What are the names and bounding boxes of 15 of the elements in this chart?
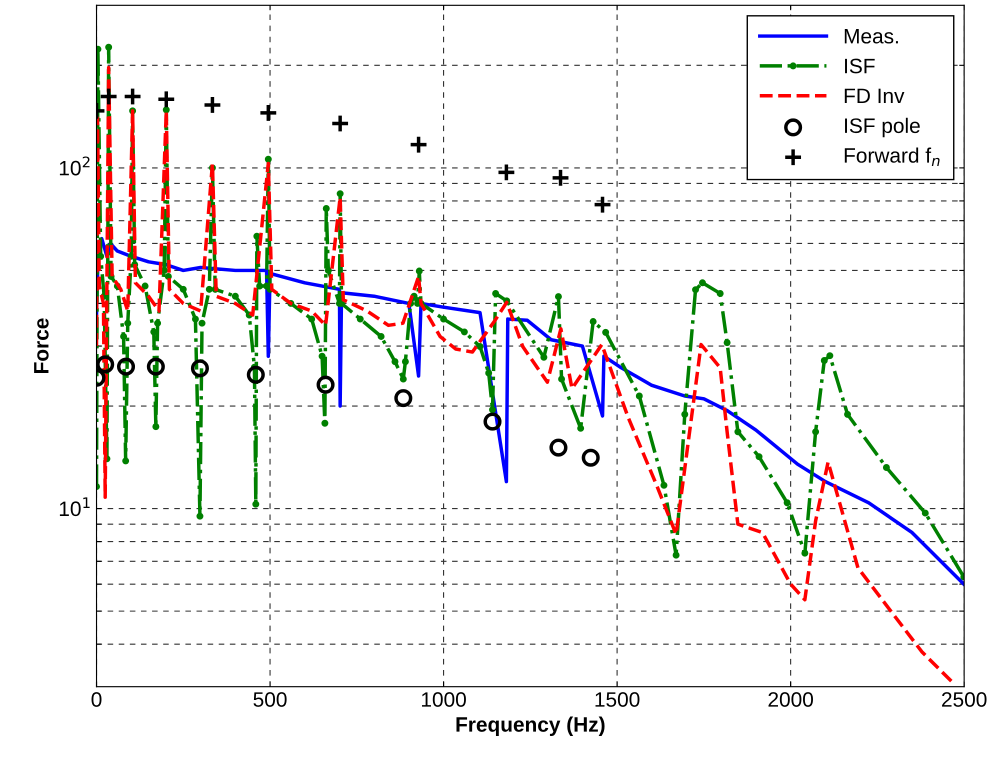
x-tick-label: 2000 xyxy=(768,692,813,707)
x-tick-label: 2500 xyxy=(942,692,987,707)
y-tick-label: 10$^{2}$ xyxy=(60,156,90,176)
legend-label: FD Inv xyxy=(844,88,904,104)
legend-label: Forward f$_{n}$ xyxy=(844,147,940,166)
x-tick-label: 500 xyxy=(254,692,287,707)
y-axis-title: Force xyxy=(34,318,49,373)
x-tick-label: 0 xyxy=(92,692,102,707)
y-tick-label: 10$^{1}$ xyxy=(60,497,90,516)
x-tick-label: 1000 xyxy=(422,692,466,707)
x-axis-title: Frequency (Hz) xyxy=(456,716,605,736)
legend-label: ISF xyxy=(845,58,875,74)
legend-label: ISF pole xyxy=(845,118,920,138)
x-tick-label: 1500 xyxy=(596,692,640,707)
legend-label: Meas. xyxy=(844,29,898,44)
